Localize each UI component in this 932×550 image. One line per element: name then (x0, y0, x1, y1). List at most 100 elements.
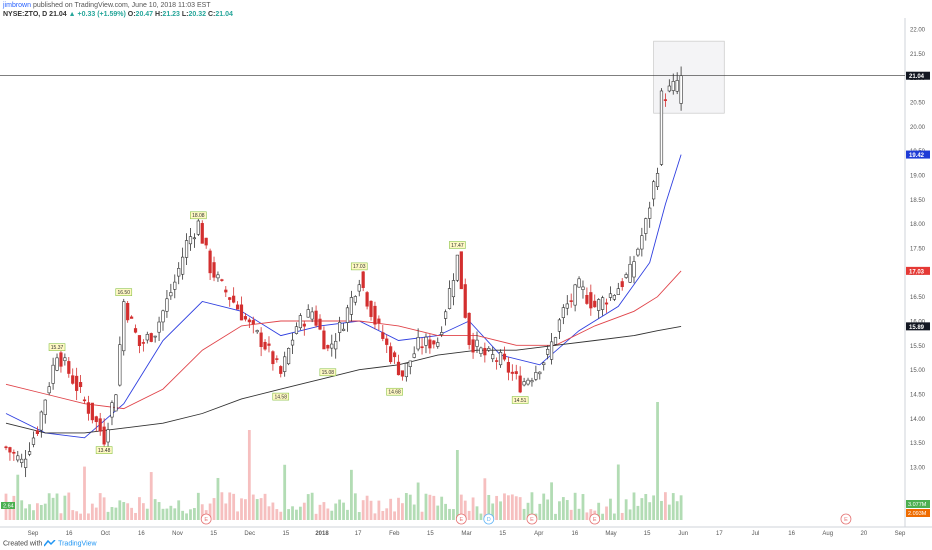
volume-bar (338, 499, 342, 520)
volume-bar (39, 504, 43, 520)
volume-bar (510, 494, 514, 520)
candle-body (173, 281, 177, 290)
volume-bar (365, 495, 369, 520)
candle-body (255, 330, 259, 333)
candle-body (212, 262, 216, 278)
candle-body (196, 220, 200, 235)
candle-body (239, 304, 244, 321)
candle-body (82, 399, 87, 402)
tradingview-brand[interactable]: TradingView (58, 540, 97, 548)
volume-bar (624, 499, 628, 520)
price-label-box (511, 396, 529, 404)
candle-body (184, 240, 189, 258)
volume-bar (448, 508, 451, 520)
volume-bar (585, 512, 589, 520)
highlight-rectangle (653, 40, 725, 114)
volume-bar (342, 502, 345, 520)
x-axis-tick-label: Oct (101, 531, 111, 537)
volume-bar (236, 511, 239, 520)
candle-body (361, 271, 365, 288)
volume-bar (271, 502, 275, 520)
volume-bar (87, 513, 90, 520)
volume-bar (424, 493, 428, 520)
volume-bar (134, 512, 137, 520)
earnings-marker-icon (526, 513, 538, 525)
candle-body (408, 360, 412, 367)
volume-bar (479, 513, 483, 520)
x-axis-tick-label: 16 (138, 531, 145, 537)
candle-body (498, 351, 503, 366)
candle-body (98, 418, 102, 432)
volume-bar (522, 508, 526, 520)
price-label-box (350, 262, 368, 271)
candle-body (12, 451, 16, 454)
volume-bar (161, 508, 165, 520)
candle-body (510, 371, 514, 374)
candle-body (534, 372, 538, 380)
candle-body (90, 402, 94, 421)
high-value: 21.23 (162, 11, 180, 18)
candle-body (459, 251, 463, 290)
author-link[interactable]: jimbrown (3, 2, 32, 9)
volume-bar (216, 477, 220, 520)
moving-average-line-2 (5, 270, 682, 410)
candle-body (561, 307, 565, 318)
candle-body (659, 90, 664, 165)
x-axis-tick-label: Dec (244, 531, 255, 537)
candle-body (593, 300, 597, 308)
candle-body (420, 346, 424, 349)
volume-bar (51, 497, 55, 520)
price-label-text: 16.50 (117, 290, 130, 296)
candle-body (577, 278, 581, 288)
candle-body (314, 310, 318, 326)
candle-body (655, 173, 660, 187)
volume-bar (389, 498, 393, 520)
volume-bar (275, 509, 279, 520)
volume-bar (224, 503, 228, 520)
volume-bar (491, 503, 495, 520)
volume-bar (149, 472, 153, 520)
candle-body (110, 402, 114, 418)
candle-body (63, 357, 67, 362)
candle-body (640, 235, 644, 250)
candle-body (632, 261, 636, 278)
candle-body (479, 347, 483, 354)
moving-average-line-1 (5, 154, 682, 439)
volume-bar (679, 495, 683, 520)
volume-bar (287, 509, 290, 520)
volume-bar (279, 511, 283, 520)
candle-body (565, 303, 569, 309)
y-axis-tick-label: 18.00 (910, 222, 926, 228)
volume-bar (408, 494, 412, 520)
price-tag-box (906, 322, 930, 331)
candle-body (557, 319, 562, 332)
candle-body (432, 340, 436, 345)
candle-body (389, 346, 393, 363)
candle-body (310, 311, 314, 320)
candle-body (267, 343, 271, 346)
volume-bar (71, 510, 75, 520)
candle-body (59, 352, 63, 367)
volume-bar (518, 497, 522, 520)
candle-body (330, 343, 334, 349)
candle-body (47, 386, 51, 394)
volume-bar (283, 464, 287, 520)
volume-bar (295, 509, 298, 520)
volume-bar (412, 504, 416, 520)
volume-tag-text: 3.077M (908, 502, 927, 508)
candle-body (443, 311, 448, 319)
earnings-marker-label: E (844, 517, 848, 523)
candle-body (263, 341, 267, 350)
candle-body (585, 295, 589, 304)
candle-body (94, 416, 98, 423)
volume-bar (353, 493, 357, 520)
candle-body (275, 358, 279, 360)
candle-body (400, 370, 405, 377)
candle-body (341, 328, 346, 331)
candle-body (506, 362, 511, 373)
price-label-text: 13.48 (98, 448, 111, 454)
price-label-box (386, 387, 403, 396)
price-label-text: 15.08 (322, 370, 335, 376)
candle-body (71, 375, 75, 384)
